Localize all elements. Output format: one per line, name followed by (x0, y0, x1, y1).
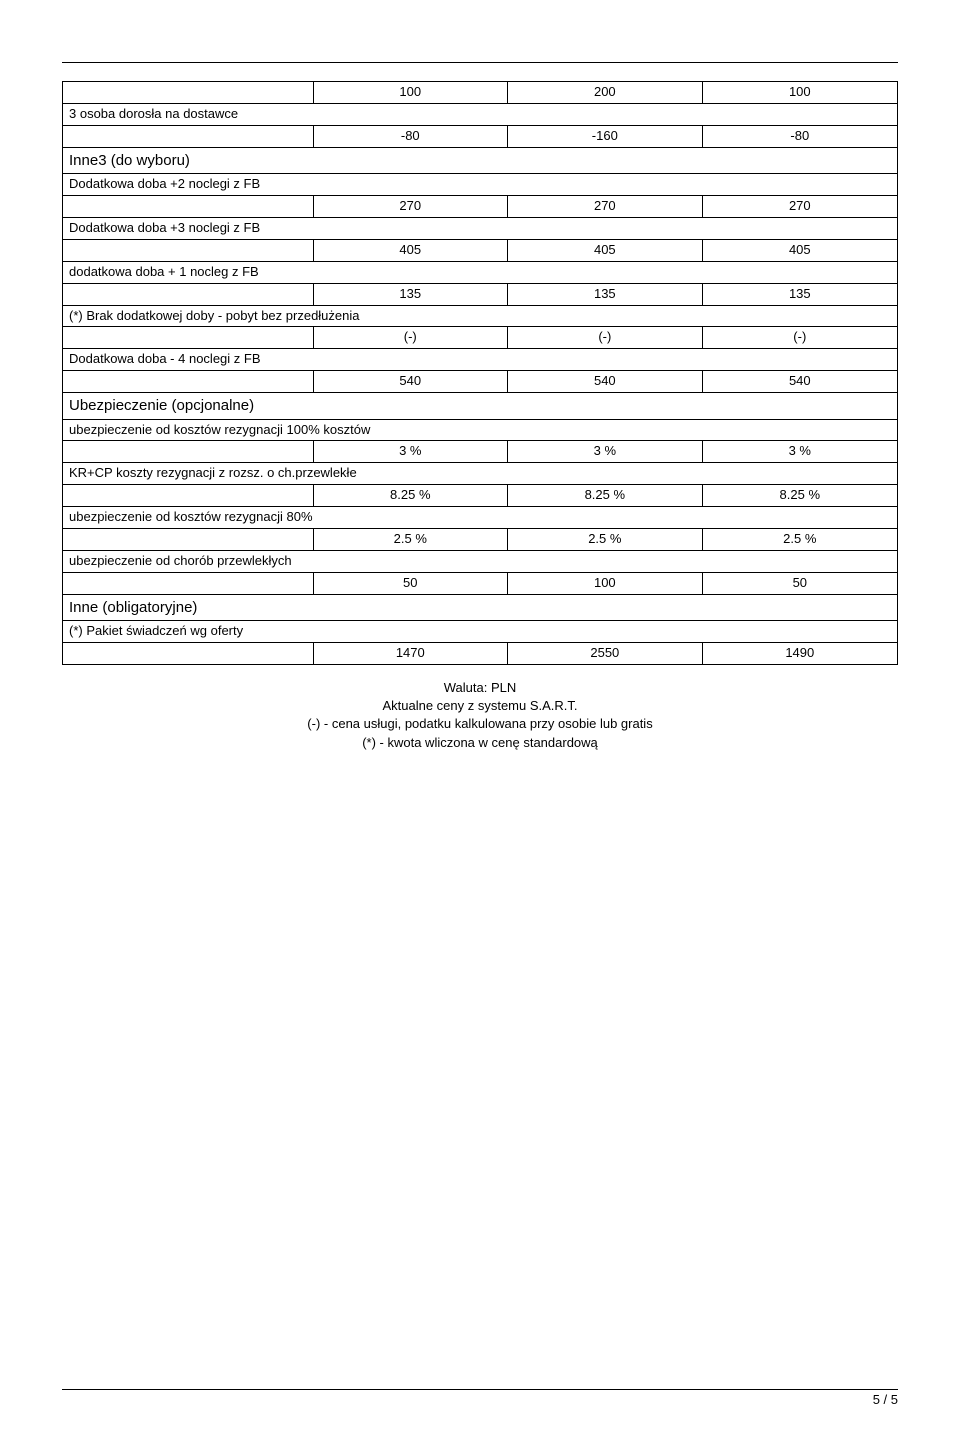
value-cell: 540 (508, 371, 703, 393)
value-cell: 8.25 % (702, 485, 897, 507)
note-line: (*) - kwota wliczona w cenę standardową (62, 734, 898, 752)
label-cell: Dodatkowa doba - 4 noclegi z FB (63, 349, 898, 371)
table-row: Ubezpieczenie (opcjonalne) (63, 393, 898, 420)
value-cell: 135 (313, 283, 508, 305)
value-cell: 540 (702, 371, 897, 393)
label-cell: (*) Pakiet świadczeń wg oferty (63, 621, 898, 643)
table-row: 3 %3 %3 % (63, 441, 898, 463)
note-line: Aktualne ceny z systemu S.A.R.T. (62, 697, 898, 715)
value-cell: 405 (508, 239, 703, 261)
label-cell: ubezpieczenie od kosztów rezygnacji 100%… (63, 419, 898, 441)
table-row: 5010050 (63, 572, 898, 594)
empty-cell (63, 196, 314, 218)
value-cell: 405 (313, 239, 508, 261)
table-row: (-)(-)(-) (63, 327, 898, 349)
label-cell: dodatkowa doba + 1 nocleg z FB (63, 261, 898, 283)
empty-cell (63, 485, 314, 507)
empty-cell (63, 82, 314, 104)
value-cell: -80 (313, 125, 508, 147)
table-row: 100200100 (63, 82, 898, 104)
table-row: 3 osoba dorosła na dostawce (63, 103, 898, 125)
empty-cell (63, 283, 314, 305)
value-cell: -160 (508, 125, 703, 147)
value-cell: 100 (313, 82, 508, 104)
value-cell: 135 (508, 283, 703, 305)
label-cell: Dodatkowa doba +3 noclegi z FB (63, 217, 898, 239)
empty-cell (63, 643, 314, 665)
empty-cell (63, 125, 314, 147)
empty-cell (63, 239, 314, 261)
value-cell: 135 (702, 283, 897, 305)
table-row: 8.25 %8.25 %8.25 % (63, 485, 898, 507)
value-cell: 2.5 % (313, 529, 508, 551)
value-cell: 405 (702, 239, 897, 261)
table-row: 147025501490 (63, 643, 898, 665)
value-cell: (-) (508, 327, 703, 349)
value-cell: 270 (702, 196, 897, 218)
pricing-table: 1002001003 osoba dorosła na dostawce-80-… (62, 81, 898, 665)
value-cell: 270 (313, 196, 508, 218)
value-cell: 3 % (313, 441, 508, 463)
value-cell: (-) (702, 327, 897, 349)
table-row: ubezpieczenie od chorób przewlekłych (63, 550, 898, 572)
section-header: Inne (obligatoryjne) (63, 594, 898, 621)
table-row: Dodatkowa doba +2 noclegi z FB (63, 174, 898, 196)
table-row: 405405405 (63, 239, 898, 261)
section-header: Inne3 (do wyboru) (63, 147, 898, 174)
table-row: Inne3 (do wyboru) (63, 147, 898, 174)
label-cell: ubezpieczenie od chorób przewlekłych (63, 550, 898, 572)
value-cell: 1470 (313, 643, 508, 665)
table-row: Dodatkowa doba - 4 noclegi z FB (63, 349, 898, 371)
table-row: Inne (obligatoryjne) (63, 594, 898, 621)
value-cell: (-) (313, 327, 508, 349)
value-cell: 3 % (508, 441, 703, 463)
label-cell: (*) Brak dodatkowej doby - pobyt bez prz… (63, 305, 898, 327)
empty-cell (63, 572, 314, 594)
value-cell: 200 (508, 82, 703, 104)
value-cell: 270 (508, 196, 703, 218)
value-cell: 540 (313, 371, 508, 393)
value-cell: 8.25 % (313, 485, 508, 507)
note-line: Waluta: PLN (62, 679, 898, 697)
value-cell: 3 % (702, 441, 897, 463)
label-cell: KR+CP koszty rezygnacji z rozsz. o ch.pr… (63, 463, 898, 485)
table-row: dodatkowa doba + 1 nocleg z FB (63, 261, 898, 283)
table-row: (*) Pakiet świadczeń wg oferty (63, 621, 898, 643)
empty-cell (63, 371, 314, 393)
value-cell: -80 (702, 125, 897, 147)
page-footer: 5 / 5 (62, 1389, 898, 1407)
table-row: ubezpieczenie od kosztów rezygnacji 100%… (63, 419, 898, 441)
value-cell: 50 (702, 572, 897, 594)
label-cell: 3 osoba dorosła na dostawce (63, 103, 898, 125)
empty-cell (63, 441, 314, 463)
table-row: ubezpieczenie od kosztów rezygnacji 80% (63, 507, 898, 529)
table-row: KR+CP koszty rezygnacji z rozsz. o ch.pr… (63, 463, 898, 485)
table-row: 2.5 %2.5 %2.5 % (63, 529, 898, 551)
note-line: (-) - cena usługi, podatku kalkulowana p… (62, 715, 898, 733)
value-cell: 2.5 % (702, 529, 897, 551)
label-cell: ubezpieczenie od kosztów rezygnacji 80% (63, 507, 898, 529)
section-header: Ubezpieczenie (opcjonalne) (63, 393, 898, 420)
table-row: 540540540 (63, 371, 898, 393)
value-cell: 2.5 % (508, 529, 703, 551)
table-row: 135135135 (63, 283, 898, 305)
value-cell: 100 (508, 572, 703, 594)
value-cell: 8.25 % (508, 485, 703, 507)
value-cell: 100 (702, 82, 897, 104)
value-cell: 1490 (702, 643, 897, 665)
value-cell: 2550 (508, 643, 703, 665)
empty-cell (63, 327, 314, 349)
empty-cell (63, 529, 314, 551)
footer-notes: Waluta: PLNAktualne ceny z systemu S.A.R… (62, 679, 898, 752)
table-row: -80-160-80 (63, 125, 898, 147)
table-row: (*) Brak dodatkowej doby - pobyt bez prz… (63, 305, 898, 327)
table-row: Dodatkowa doba +3 noclegi z FB (63, 217, 898, 239)
value-cell: 50 (313, 572, 508, 594)
label-cell: Dodatkowa doba +2 noclegi z FB (63, 174, 898, 196)
page-number: 5 / 5 (62, 1392, 898, 1407)
top-rule (62, 62, 898, 63)
table-row: 270270270 (63, 196, 898, 218)
